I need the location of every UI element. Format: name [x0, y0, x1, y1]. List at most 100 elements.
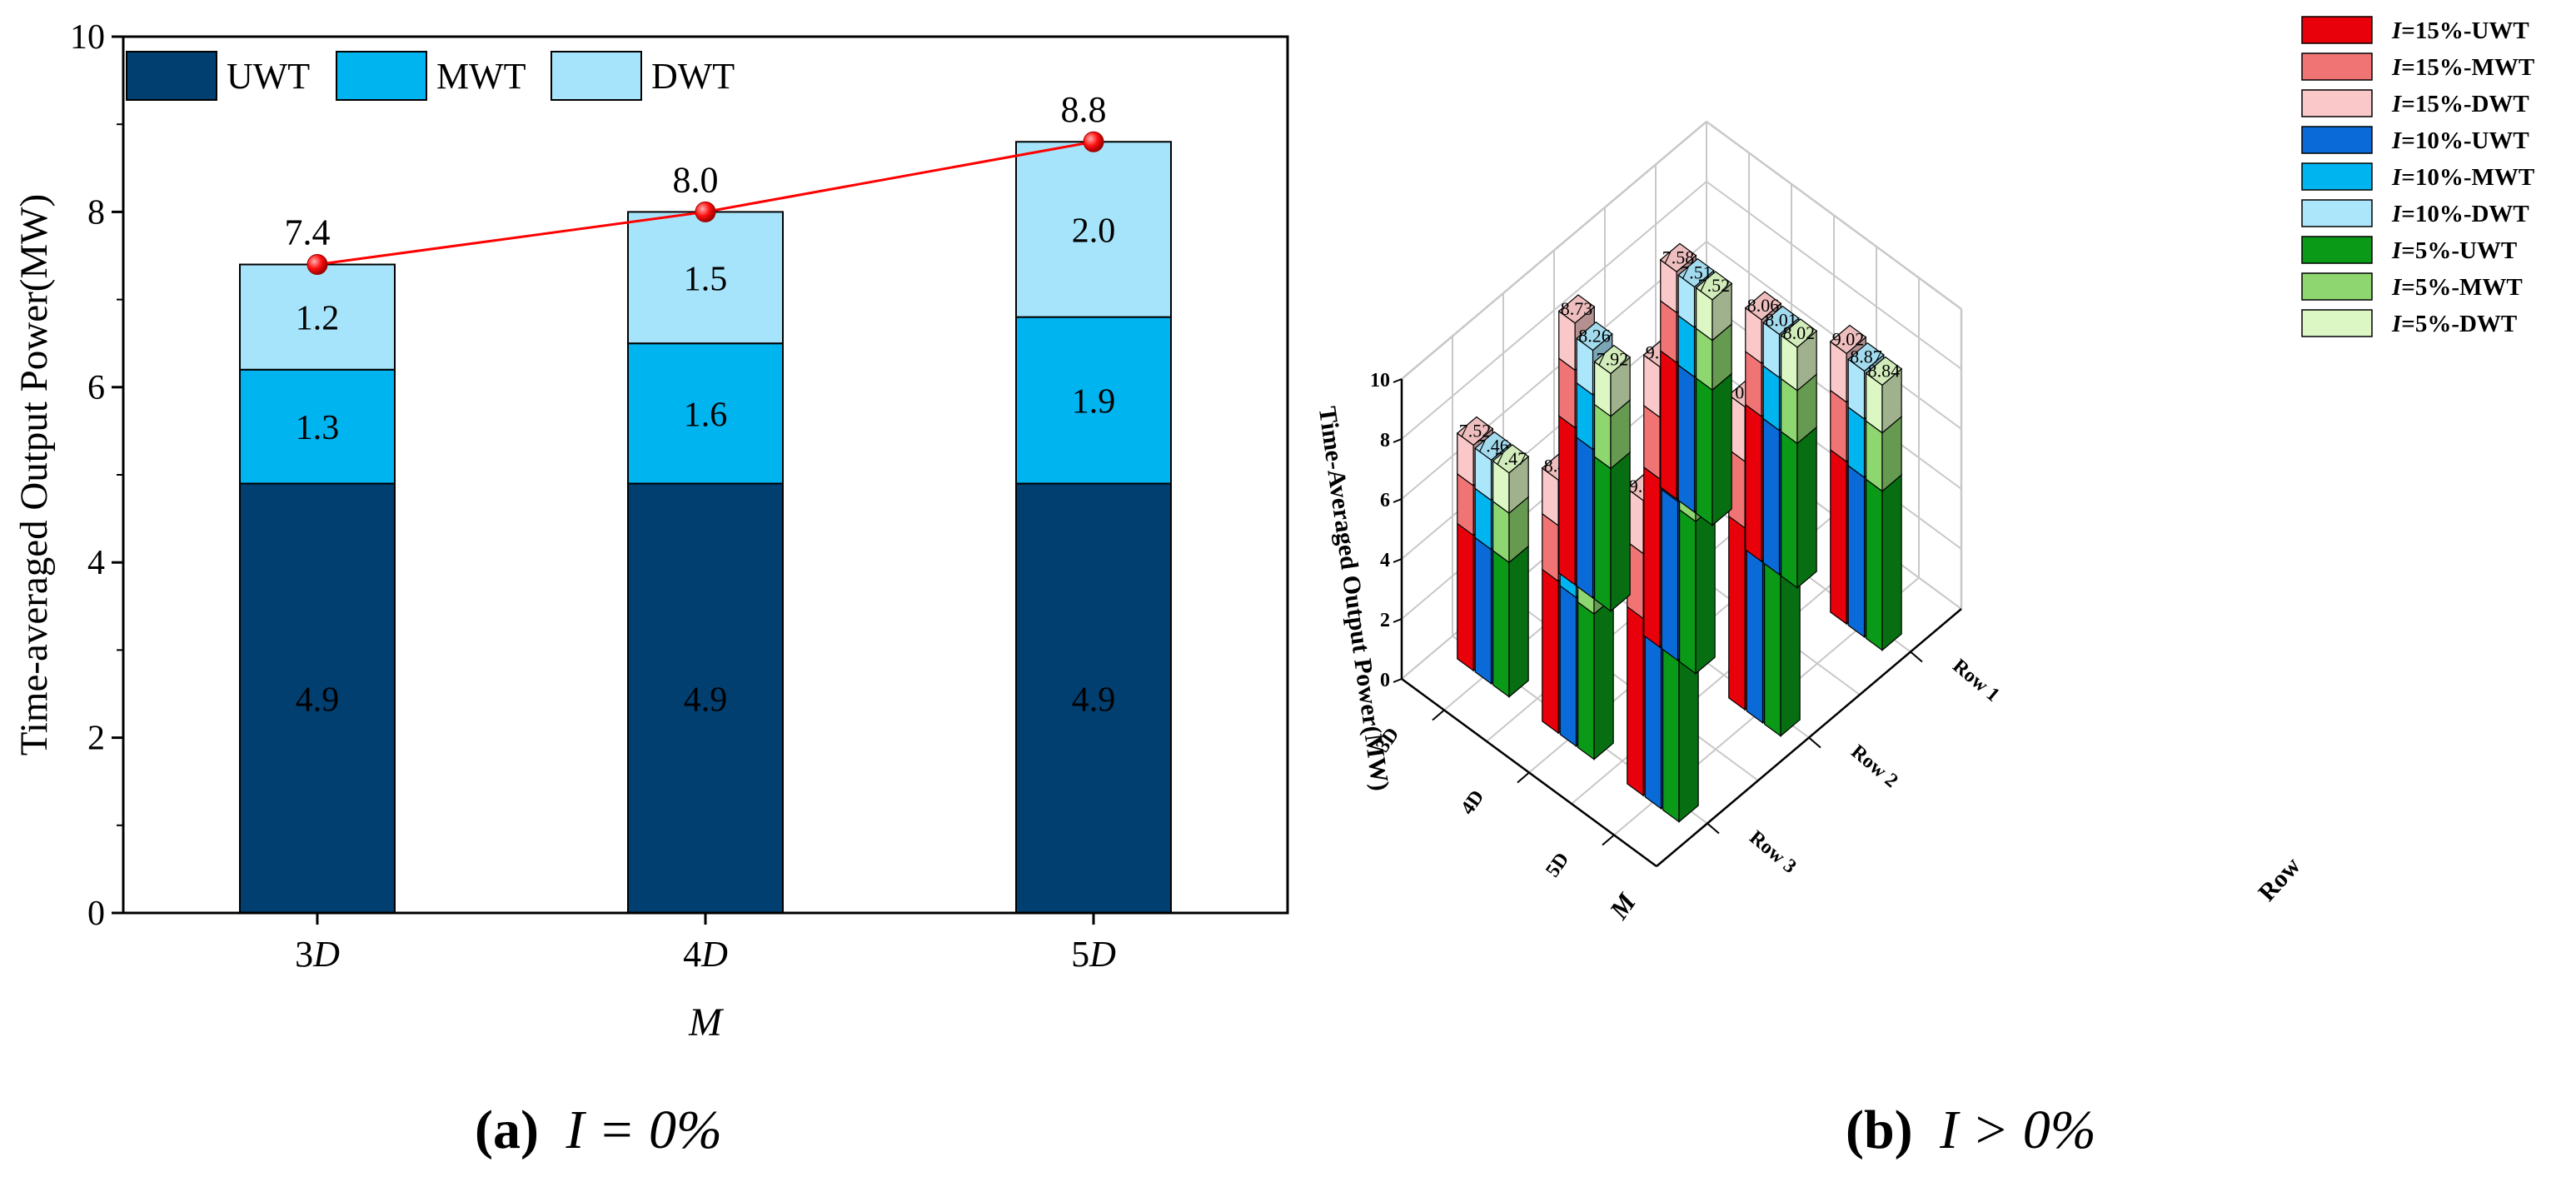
- bar3d-4d-row3-uwt-2: [1577, 596, 1614, 761]
- z-tick-label: 0: [1380, 670, 1390, 691]
- bar3d-total-label: 7.52: [1459, 420, 1492, 441]
- bar3d-total-label: 8.73: [1561, 298, 1593, 319]
- grid-line: [1706, 120, 1962, 311]
- bar-dwt-4d: [627, 211, 784, 345]
- z-tick: [1393, 618, 1403, 623]
- x-tick-label: 4D: [683, 934, 728, 975]
- x3d-tick: [1517, 771, 1530, 784]
- bar3d-total-label: 7.92: [1597, 349, 1629, 370]
- y-tick-label: 2: [87, 720, 105, 758]
- bar-uwt-3d: [239, 482, 396, 914]
- bar-dwt-5d: [1015, 141, 1172, 318]
- row-tick: [1808, 736, 1821, 749]
- x-tick-label: 3D: [295, 934, 340, 975]
- b-legend-label: I=10%-DWT: [2391, 201, 2529, 227]
- row-tick: [1910, 651, 1923, 663]
- b-legend-label: I=15%-UWT: [2391, 17, 2529, 44]
- b-legend-swatch: [2301, 16, 2373, 44]
- bar3d-3d-row1-uwt-2: [1695, 372, 1732, 526]
- caption-a-condition: I = 0%: [565, 1100, 722, 1160]
- bar3d-5d-row2-uwt-2: [1764, 552, 1801, 737]
- bar-label: 1.9: [1072, 383, 1116, 421]
- total-label: 8.8: [1061, 89, 1107, 130]
- z-tick-label: 6: [1380, 490, 1390, 511]
- bar3d-3d-row3-uwt-2: [1492, 545, 1529, 698]
- bar-label: 2.0: [1072, 212, 1116, 250]
- legend-label-mwt: MWT: [436, 56, 526, 97]
- grid-line: [1401, 121, 1707, 380]
- b-legend-label: I=15%-MWT: [2391, 54, 2534, 81]
- b-legend-label: I=10%-UWT: [2391, 127, 2529, 154]
- y-tick-label: 6: [87, 369, 105, 407]
- b-legend-label: I=5%-MWT: [2391, 274, 2523, 301]
- bar3d-total-label: 8.06: [1747, 295, 1780, 316]
- bar-label: 1.6: [684, 396, 728, 434]
- b-legend-swatch: [2301, 52, 2373, 81]
- z-tick: [1393, 438, 1403, 443]
- bar3d-total-label: 7.47: [1495, 448, 1527, 469]
- legend-label-uwt: UWT: [227, 56, 310, 97]
- total-label: 7.4: [285, 212, 331, 253]
- bar-mwt-5d: [1015, 316, 1172, 485]
- bar3d-total-label: 8.87: [1850, 347, 1882, 367]
- a-total-line: 7.4 8.0 8.8: [285, 89, 1107, 276]
- bar-label: 4.9: [296, 681, 340, 719]
- b-legend-label: I=10%-MWT: [2391, 164, 2534, 191]
- a-xlabel: M: [688, 1000, 725, 1045]
- bar3d-5d-row1-uwt-2: [1866, 473, 1902, 651]
- z-tick-label: 8: [1380, 430, 1390, 451]
- a-y-axis: 0 2 4 6 8 10: [70, 18, 123, 933]
- bar3d-3d-row2-dwt-2: [1593, 344, 1632, 418]
- bar3d-4d-row2-uwt-2: [1678, 504, 1716, 675]
- bar-label: 4.9: [1072, 681, 1116, 719]
- bar-mwt-3d: [239, 368, 396, 485]
- bar-mwt-4d: [627, 342, 784, 485]
- bar3d-5d-row1-dwt-2: [1865, 356, 1903, 434]
- bar-label: 4.9: [684, 681, 728, 719]
- total-marker: [306, 254, 328, 276]
- b-legend-swatch: [2301, 126, 2373, 154]
- z-tick: [1393, 678, 1403, 683]
- caption-b-letter: (b): [1846, 1100, 1913, 1160]
- bar3d-4d-row1-dwt-2: [1780, 318, 1818, 392]
- bar3d-total-label: 7.52: [1698, 275, 1731, 296]
- b-bars: 7.527.467.478.448.268.089.849.409.108.73…: [1456, 242, 1903, 823]
- a-bars: 4.9 1.3 1.2 4.9 1.6 1.5 4.9 1.9 2.0: [239, 141, 1172, 914]
- b-legend-swatch: [2301, 272, 2373, 301]
- z-tick-label: 10: [1370, 370, 1390, 392]
- bar3d-3d-row1-mwt-2: [1695, 322, 1732, 392]
- a-ylabel: Time-averaged Output Power(MW): [12, 194, 56, 756]
- y-tick-label: 8: [87, 193, 105, 232]
- caption-b: (b) I > 0%: [1846, 1100, 2096, 1160]
- bar-label: 1.3: [296, 409, 340, 447]
- bar3d-total-label: 8.84: [1868, 360, 1901, 381]
- bar3d-5d-row1-mwt-2: [1866, 415, 1902, 492]
- b-legend-swatch: [2301, 236, 2373, 264]
- total-label: 8.0: [673, 159, 719, 200]
- z-tick-label: 2: [1380, 610, 1390, 631]
- b-legend-label: I=15%-DWT: [2391, 91, 2529, 117]
- x-tick-label: 5D: [1071, 934, 1116, 975]
- a-legend: UWT MWT DWT: [126, 51, 735, 101]
- x3d-tick: [1432, 709, 1445, 721]
- bar3d-total-label: 9.02: [1832, 328, 1865, 349]
- z-tick: [1393, 498, 1403, 503]
- bar3d-3d-row3-dwt-2: [1492, 444, 1530, 515]
- bar3d-3d-row2-uwt-2: [1593, 451, 1631, 612]
- bar3d-total-label: 8.02: [1783, 322, 1816, 343]
- x3d-tick: [1602, 834, 1615, 846]
- z-tick-label: 4: [1380, 550, 1390, 571]
- bar-label: 1.2: [296, 300, 340, 338]
- b-legend: I=15%-UWT I=15%-MWT I=15%-DWT I=10%-UWT I=10…: [2301, 16, 2534, 337]
- caption-b-condition: I > 0%: [1939, 1100, 2096, 1160]
- y-tick-label: 10: [70, 18, 105, 57]
- row-tick: [1707, 822, 1720, 835]
- bar3d-3d-row1-dwt-2: [1695, 271, 1733, 342]
- total-marker: [695, 201, 716, 222]
- b-legend-swatch: [2301, 89, 2373, 117]
- legend-label-dwt: DWT: [651, 56, 735, 97]
- b-legend-swatch: [2301, 309, 2373, 337]
- caption-a-letter: (a): [475, 1100, 539, 1160]
- bar-uwt-5d: [1015, 482, 1172, 914]
